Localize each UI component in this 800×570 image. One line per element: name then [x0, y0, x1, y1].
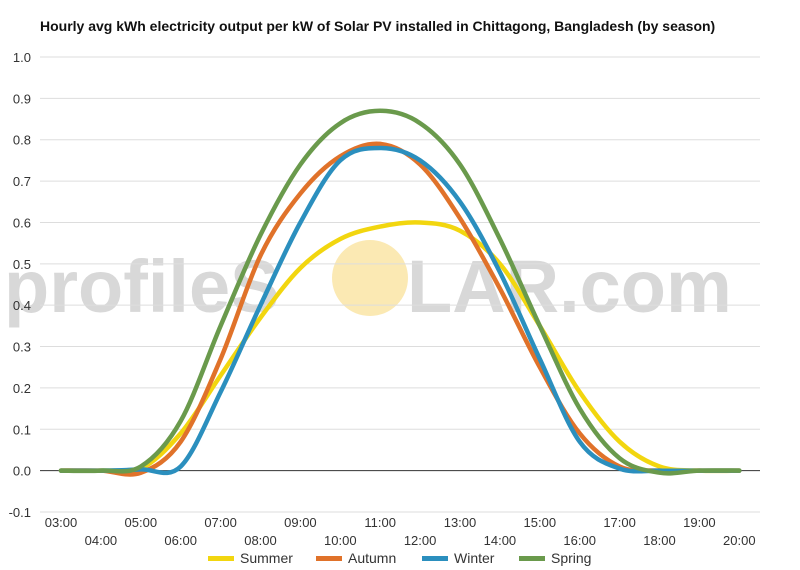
- y-tick-label: 0.9: [13, 91, 31, 106]
- x-tick-label: 14:00: [484, 533, 517, 548]
- y-tick-label: -0.1: [9, 505, 31, 520]
- x-tick-label: 07:00: [204, 515, 237, 530]
- x-axis-ticks: 03:00 04:00 05:00 06:00 07:00 08:00 09:00 10:00…: [45, 515, 756, 548]
- legend-swatch: [519, 556, 545, 561]
- x-tick-label: 13:00: [444, 515, 477, 530]
- y-tick-label: 0.1: [13, 422, 31, 437]
- x-tick-label: 12:00: [404, 533, 437, 548]
- x-tick-label: 11:00: [364, 515, 396, 530]
- legend-swatch: [422, 556, 448, 561]
- grid: [40, 56, 760, 513]
- y-tick-label: 0.8: [13, 133, 31, 148]
- watermark-sun: [332, 240, 408, 316]
- x-tick-label: 17:00: [603, 515, 636, 530]
- legend: Summer Autumn Winter Spring: [0, 549, 800, 567]
- x-tick-label: 03:00: [45, 515, 78, 530]
- legend-label: Autumn: [348, 550, 397, 566]
- legend-label: Winter: [454, 550, 495, 566]
- chart-title: Hourly avg kWh electricity output per kW…: [40, 18, 716, 34]
- x-tick-label: 04:00: [85, 533, 118, 548]
- x-tick-label: 19:00: [683, 515, 716, 530]
- x-tick-label: 20:00: [723, 533, 756, 548]
- x-tick-label: 05:00: [125, 515, 158, 530]
- x-tick-label: 10:00: [324, 533, 357, 548]
- legend-swatch: [316, 556, 342, 561]
- legend-label: Spring: [551, 550, 592, 566]
- watermark: profileS LAR.com: [4, 240, 732, 328]
- y-axis-ticks: 1.0 0.9 0.8 0.7 0.6 0.5 0.4 0.3 0.2 0.1 0.0 -0.1: [9, 50, 31, 520]
- x-tick-label: 18:00: [643, 533, 676, 548]
- legend-swatch: [208, 556, 234, 561]
- y-tick-label: 0.3: [13, 340, 31, 355]
- watermark-text-right: LAR.com: [407, 245, 732, 328]
- y-tick-label: 0.5: [13, 257, 31, 272]
- series-lines: [58, 108, 742, 477]
- series-line-summer: [58, 220, 742, 475]
- y-tick-label: 0.6: [13, 215, 31, 230]
- y-tick-label: 0.0: [13, 464, 31, 479]
- x-tick-label: 09:00: [284, 515, 317, 530]
- watermark-text-left: profileS: [4, 245, 279, 328]
- x-tick-label: 15:00: [524, 515, 557, 530]
- y-tick-label: 0.7: [13, 174, 31, 189]
- series-line-spring: [58, 108, 742, 476]
- series-line-winter: [58, 145, 742, 476]
- x-tick-label: 06:00: [164, 533, 197, 548]
- y-tick-label: 0.4: [13, 298, 31, 313]
- x-tick-label: 16:00: [563, 533, 596, 548]
- x-tick-label: 08:00: [244, 533, 277, 548]
- legend-label: Summer: [240, 550, 293, 566]
- y-tick-label: 1.0: [13, 50, 31, 65]
- y-tick-label: 0.2: [13, 381, 31, 396]
